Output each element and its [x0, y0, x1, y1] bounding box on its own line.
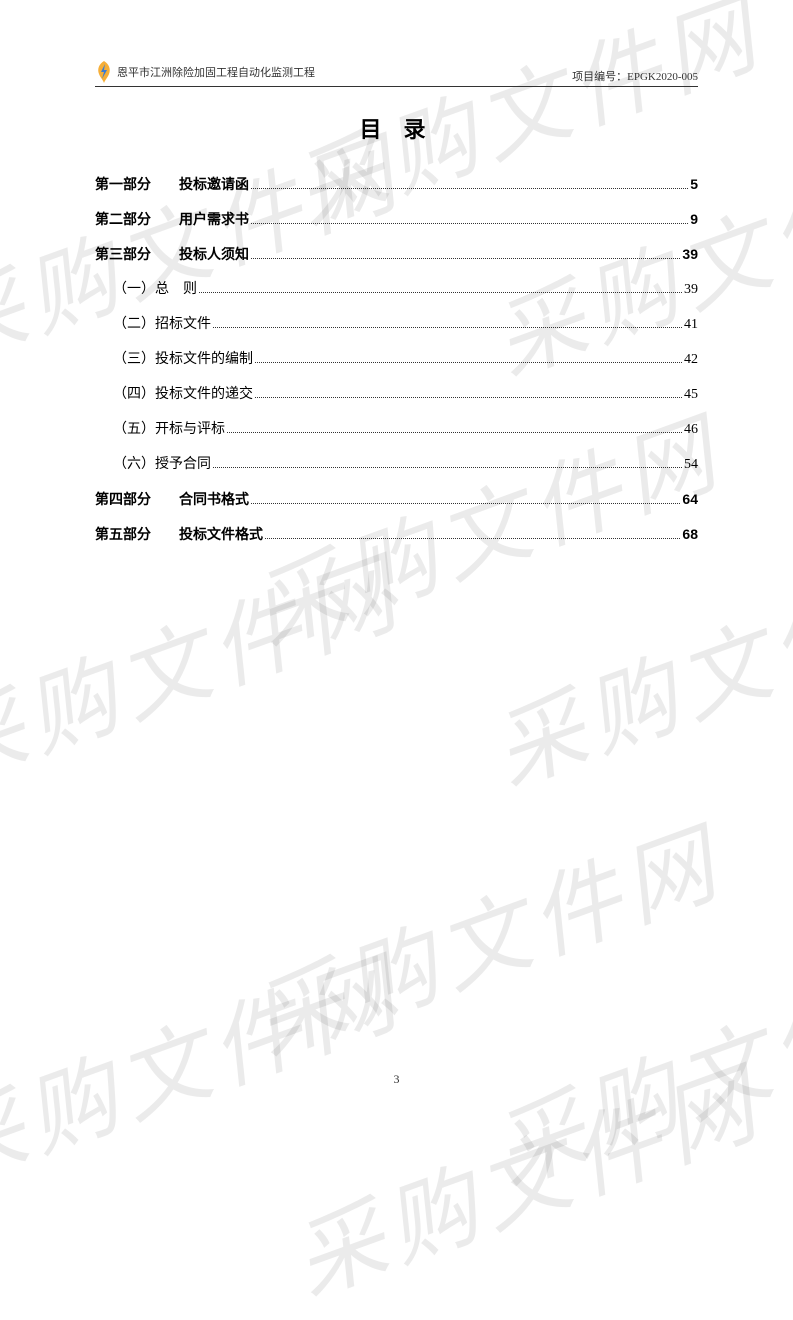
- toc-entry: 第二部分 用户需求书 9: [95, 209, 698, 230]
- toc-title: 目 录: [95, 112, 698, 144]
- toc-leader-dots: [255, 397, 682, 398]
- toc-leader-dots: [227, 432, 682, 433]
- toc-leader-dots: [265, 538, 680, 539]
- toc-entry: （六）授予合同 54: [95, 454, 698, 475]
- toc-entry: （二）招标文件 41: [95, 314, 698, 335]
- toc-leader-dots: [251, 258, 680, 259]
- toc-section-label: 投标人须知: [179, 244, 249, 265]
- header-project-code: 项目编号：EPGK2020-005: [572, 68, 698, 84]
- toc-section-label: 投标邀请函: [179, 174, 249, 195]
- toc-leader-dots: [213, 327, 682, 328]
- toc-entry: 第四部分 合同书格式 64: [95, 489, 698, 510]
- toc-page-number: 42: [684, 349, 698, 370]
- toc-section-label: （二）招标文件: [113, 314, 211, 335]
- toc-section-label: （五）开标与评标: [113, 419, 225, 440]
- toc-entry: （三）投标文件的编制 42: [95, 349, 698, 370]
- toc-section-label: 投标文件格式: [179, 524, 263, 545]
- toc-section-label: （三）投标文件的编制: [113, 349, 253, 370]
- toc-page-number: 41: [684, 314, 698, 335]
- toc-section-label: （四）投标文件的递交: [113, 384, 253, 405]
- page-number: 3: [0, 1072, 793, 1087]
- toc-page-number: 45: [684, 384, 698, 405]
- toc-entry: 第三部分 投标人须知 39: [95, 244, 698, 265]
- toc-part-label: 第五部分: [95, 524, 151, 545]
- project-code-value: EPGK2020-005: [627, 71, 698, 83]
- toc-section-label: （六）授予合同: [113, 454, 211, 475]
- toc-entry: 第五部分 投标文件格式 68: [95, 524, 698, 545]
- toc-page-number: 39: [682, 244, 698, 265]
- toc-entry: （五）开标与评标 46: [95, 419, 698, 440]
- toc-leader-dots: [199, 292, 682, 293]
- toc-leader-dots: [213, 467, 682, 468]
- toc-page-number: 9: [690, 209, 698, 230]
- toc-page-number: 46: [684, 419, 698, 440]
- toc-page-number: 5: [690, 174, 698, 195]
- toc-entry: （四）投标文件的递交 45: [95, 384, 698, 405]
- toc-part-label: 第一部分: [95, 174, 151, 195]
- toc-page-number: 39: [684, 279, 698, 300]
- toc-leader-dots: [251, 188, 688, 189]
- toc-section-label: 用户需求书: [179, 209, 249, 230]
- header-project-title: 恩平市江洲除险加固工程自动化监测工程: [117, 64, 315, 80]
- toc-part-label: 第二部分: [95, 209, 151, 230]
- toc-leader-dots: [251, 503, 680, 504]
- toc-section-label: 合同书格式: [179, 489, 249, 510]
- toc-entry: （一）总 则 39: [95, 279, 698, 300]
- toc-list: 第一部分投标邀请函5第二部分用户需求书9第三部分投标人须知39（一）总 则39（…: [95, 174, 698, 545]
- toc-entry: 第一部分 投标邀请函 5: [95, 174, 698, 195]
- toc-page-number: 68: [682, 524, 698, 545]
- toc-leader-dots: [255, 362, 682, 363]
- page-header: 恩平市江洲除险加固工程自动化监测工程 项目编号：EPGK2020-005: [95, 60, 698, 87]
- company-logo-icon: [95, 60, 113, 84]
- toc-leader-dots: [251, 223, 688, 224]
- toc-page-number: 54: [684, 454, 698, 475]
- toc-page-number: 64: [682, 489, 698, 510]
- toc-section-label: （一）总 则: [113, 279, 197, 300]
- toc-part-label: 第三部分: [95, 244, 151, 265]
- project-code-label: 项目编号：: [572, 71, 627, 83]
- page-container: 恩平市江洲除险加固工程自动化监测工程 项目编号：EPGK2020-005 目 录…: [0, 0, 793, 1122]
- toc-part-label: 第四部分: [95, 489, 151, 510]
- header-left: 恩平市江洲除险加固工程自动化监测工程: [95, 60, 315, 84]
